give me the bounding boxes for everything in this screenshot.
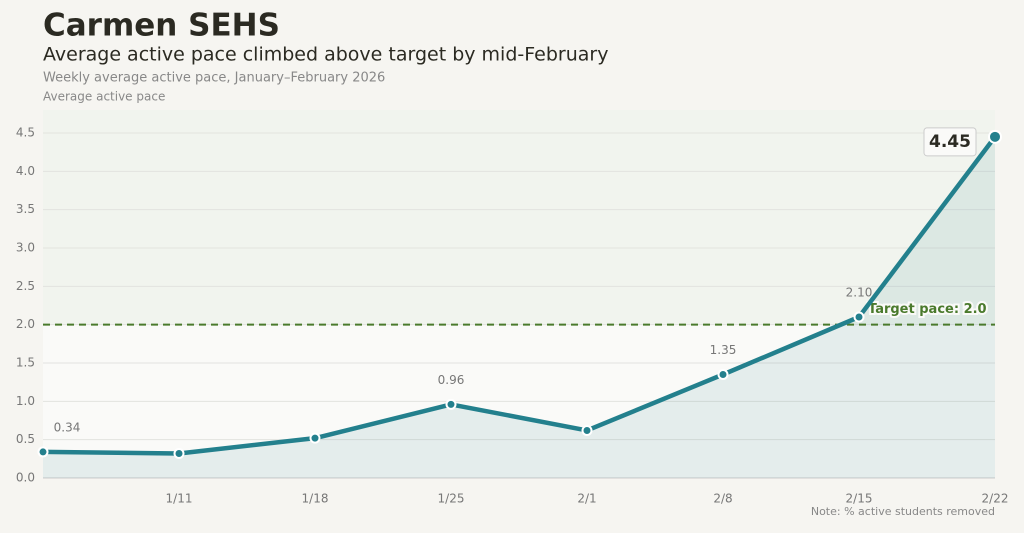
y-tick-label: 1.0 <box>16 394 35 408</box>
y-tick-label: 3.5 <box>16 202 35 216</box>
y-tick-label: 4.5 <box>16 126 35 140</box>
point <box>717 369 729 380</box>
y-tick-label: 4.0 <box>16 164 35 178</box>
chart-title: Carmen SEHS <box>43 8 280 44</box>
point <box>853 311 865 323</box>
y-tick-label: 2.0 <box>16 317 35 331</box>
area <box>43 136 995 479</box>
x-tick-label: 1/18 <box>302 492 329 506</box>
above-target-band <box>43 110 995 325</box>
note: Note: % active students removed <box>811 505 995 518</box>
value-label: 4.45 <box>929 132 971 152</box>
chart-description: Weekly average active pace, January–Febr… <box>43 71 385 86</box>
y-tick-label: 1.5 <box>16 356 35 370</box>
point <box>37 446 49 458</box>
point <box>988 129 1002 144</box>
y-axis-label: Average active pace <box>43 90 165 104</box>
x-tick-label: 2/22 <box>982 492 1009 506</box>
chart-subtitle: Average active pace climbed above target… <box>43 44 608 66</box>
value-label: 1.35 <box>710 343 737 357</box>
target-label: Target pace: 2.0 <box>868 302 987 317</box>
line <box>42 135 997 456</box>
value-label: 0.96 <box>438 373 465 387</box>
point <box>581 424 593 436</box>
value-label-box <box>923 127 977 157</box>
x-tick-label: 1/11 <box>166 492 193 506</box>
point <box>173 447 185 459</box>
x-tick-label: 2/8 <box>713 492 732 506</box>
value-label: 2.10 <box>846 286 873 300</box>
point <box>309 432 321 444</box>
y-tick-label: 0.5 <box>16 432 35 446</box>
x-tick-label: 2/1 <box>577 492 596 506</box>
y-tick-label: 3.0 <box>16 241 35 255</box>
point <box>445 398 457 410</box>
value-label: 0.34 <box>54 420 81 434</box>
x-tick-label: 1/25 <box>438 492 465 506</box>
y-tick-label: 0.0 <box>16 471 35 485</box>
x-tick-label: 2/15 <box>846 492 873 506</box>
y-tick-label: 2.5 <box>16 279 35 293</box>
